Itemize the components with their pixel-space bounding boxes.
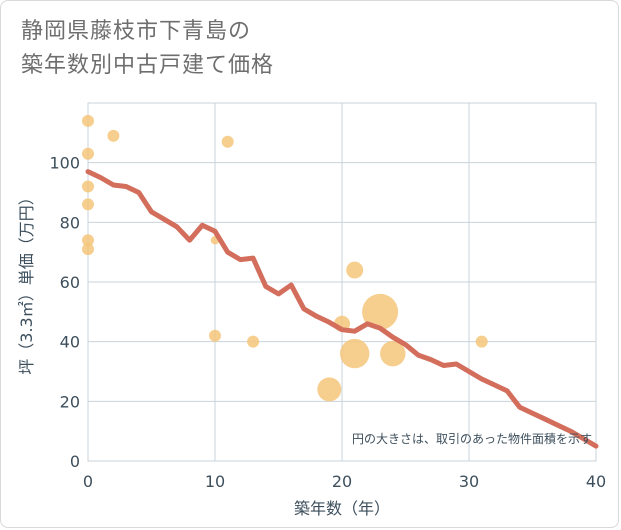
- y-tick-label: 0: [70, 452, 80, 471]
- bubble-point: [340, 338, 370, 369]
- bubble-point: [82, 114, 94, 127]
- tick-labels: 0 20 40 60 80 100 0 10 20 30 40: [49, 154, 606, 491]
- y-tick-label: 100: [49, 154, 80, 173]
- bubble-point: [317, 377, 342, 402]
- size-note: 円の大きさは、取引のあった物件面積を示す: [352, 431, 592, 446]
- bubble-point: [107, 129, 120, 142]
- bubble-point: [380, 340, 406, 367]
- y-axis-label: 坪（3.3㎡）単価（万円）: [17, 189, 36, 374]
- bubble-point: [82, 243, 94, 256]
- x-tick-label: 20: [332, 472, 352, 491]
- bubble-point: [82, 234, 94, 247]
- bubble-point: [346, 261, 364, 279]
- chart-title-line-1: 静岡県藤枝市下青島の: [21, 19, 252, 44]
- chart-title-line-2: 築年数別中古戸建て価格: [21, 53, 275, 78]
- y-tick-label: 20: [60, 392, 80, 411]
- x-axis-label: 築年数（年）: [294, 499, 390, 518]
- y-tick-label: 40: [60, 333, 80, 352]
- x-tick-label: 30: [459, 472, 479, 491]
- trend-line: [85, 169, 599, 449]
- x-tick-label: 40: [586, 472, 606, 491]
- bubble-point: [82, 198, 94, 211]
- bubble-point: [82, 147, 94, 160]
- y-tick-label: 60: [60, 273, 80, 292]
- x-tick-label: 0: [83, 472, 93, 491]
- bubble-point: [209, 329, 221, 342]
- bubble-point: [82, 180, 94, 193]
- bubble-series: [82, 114, 488, 402]
- bubble-point: [221, 135, 234, 148]
- y-tick-label: 80: [60, 213, 80, 232]
- bubble-point: [475, 335, 488, 348]
- bubble-point: [247, 335, 260, 348]
- chart-title: 静岡県藤枝市下青島の 築年数別中古戸建て価格: [21, 15, 274, 83]
- grid-lines: [87, 102, 597, 462]
- bubble-point: [362, 293, 399, 330]
- x-tick-label: 10: [205, 472, 225, 491]
